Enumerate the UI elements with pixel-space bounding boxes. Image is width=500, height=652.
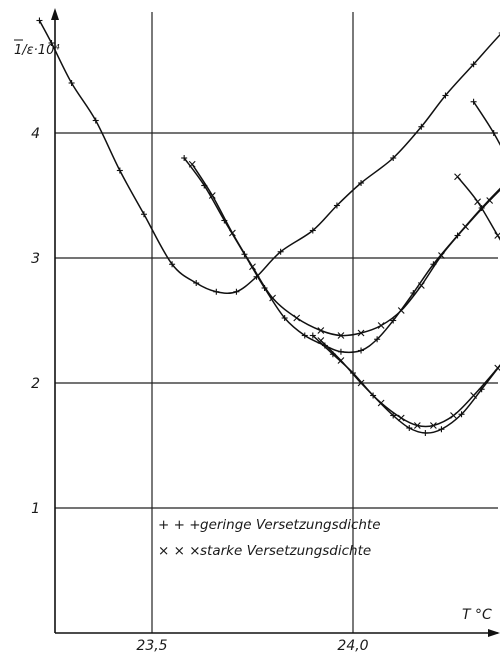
data-points xyxy=(36,8,500,437)
legend-symbol-starke: × × × xyxy=(158,543,201,559)
data-point xyxy=(318,328,324,334)
data-point xyxy=(378,323,384,329)
data-point xyxy=(93,118,99,124)
data-point xyxy=(213,289,219,295)
data-point xyxy=(495,233,500,239)
series-line-0 xyxy=(39,11,500,294)
curves xyxy=(39,11,500,434)
data-point xyxy=(398,415,404,421)
data-point xyxy=(438,426,444,432)
data-point xyxy=(475,199,481,205)
data-point xyxy=(358,348,364,354)
data-point xyxy=(471,393,477,399)
data-point xyxy=(398,308,404,314)
legend: + + + geringe Versetzungsdichte × × × st… xyxy=(158,517,381,559)
series-line-2 xyxy=(192,114,500,335)
data-point xyxy=(451,413,457,419)
data-point xyxy=(117,168,123,174)
data-point xyxy=(36,18,42,24)
data-point xyxy=(233,289,239,295)
data-point xyxy=(338,349,344,355)
y-tick-label: 2 xyxy=(31,376,40,392)
x-axis-label: T °C xyxy=(462,607,492,623)
legend-label-starke: starke Versetzungsdichte xyxy=(200,543,371,559)
data-point xyxy=(141,211,147,217)
legend-label-geringe: geringe Versetzungsdichte xyxy=(200,517,381,533)
legend-symbol-geringe: + + + xyxy=(158,517,201,533)
data-point xyxy=(378,400,384,406)
data-point xyxy=(455,174,461,180)
y-tick-label: 4 xyxy=(31,126,40,142)
y-axis-arrow-icon xyxy=(51,8,59,20)
series-line-6 xyxy=(458,177,500,344)
series-line-1 xyxy=(184,118,500,352)
series-line-4 xyxy=(313,243,500,433)
y-tick-label: 1 xyxy=(31,501,40,517)
data-point xyxy=(463,224,469,230)
x-tick-label: 24,0 xyxy=(337,638,368,652)
data-point xyxy=(294,315,300,321)
x-axis-arrow-icon xyxy=(488,629,500,637)
y-tick-label: 3 xyxy=(31,251,40,267)
data-point xyxy=(422,430,428,436)
x-tick-label: 23,5 xyxy=(136,638,167,652)
grid xyxy=(55,12,500,633)
data-point xyxy=(189,161,195,167)
